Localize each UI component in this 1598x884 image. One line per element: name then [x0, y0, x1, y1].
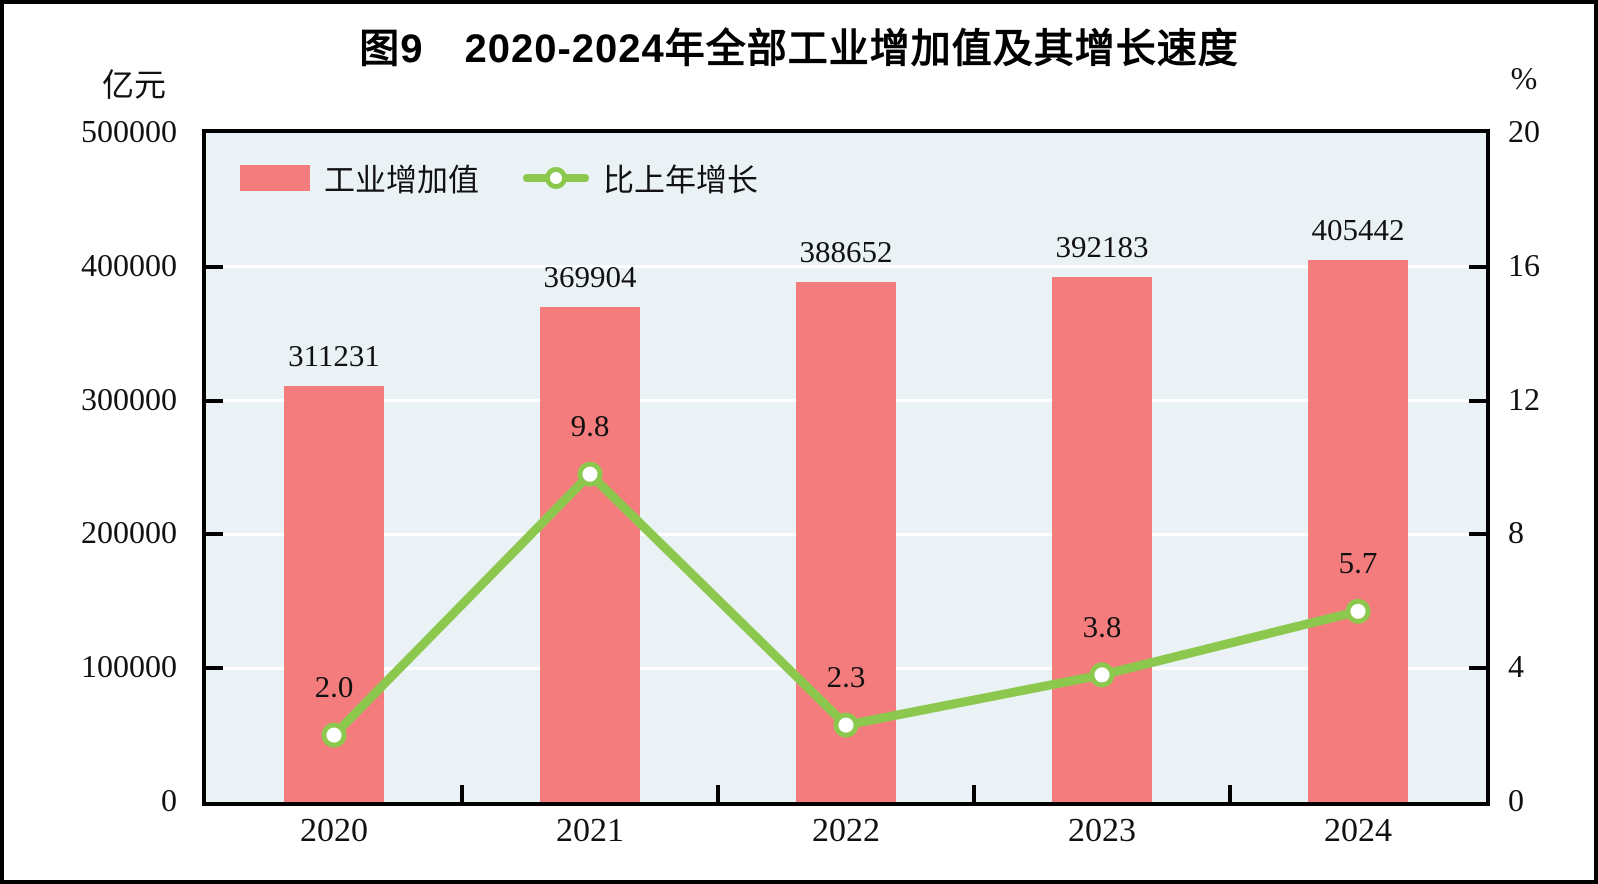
right-axis-unit-label: % — [1510, 60, 1538, 96]
line-value-label: 9.8 — [570, 408, 610, 444]
x-axis-category-label: 2024 — [1324, 812, 1392, 849]
bar-value-label: 369904 — [543, 259, 637, 295]
line-value-label: 5.7 — [1338, 545, 1378, 581]
line-value-label: 2.0 — [314, 669, 354, 705]
line-marker-2021 — [577, 461, 603, 487]
left-axis-tick-label: 400000 — [81, 246, 177, 283]
right-axis-tick-label: 12 — [1508, 380, 1540, 417]
x-axis-category-label: 2020 — [300, 812, 368, 849]
x-axis-tick — [716, 785, 720, 802]
chart-title: 图9 2020-2024年全部工业增加值及其增长速度 — [359, 27, 1239, 71]
right-axis-tick-label: 20 — [1508, 113, 1540, 149]
bar-value-label: 405442 — [1311, 211, 1405, 247]
line-marker-2024 — [1345, 598, 1371, 624]
line-marker-2023 — [1089, 662, 1115, 688]
legend-line-label: 比上年增长 — [603, 163, 758, 198]
line-marker-2020 — [321, 722, 347, 748]
legend-bar-swatch — [240, 164, 310, 191]
left-axis-tick-label: 500000 — [81, 113, 177, 149]
left-axis-tick-label: 200000 — [81, 514, 177, 551]
legend-line-marker — [523, 166, 589, 189]
right-axis-tick-label: 16 — [1508, 246, 1540, 283]
bar-value-label: 388652 — [799, 233, 893, 269]
left-axis-tick-label: 100000 — [81, 648, 177, 685]
left-axis-tick — [206, 264, 223, 269]
left-axis-unit-label: 亿元 — [101, 67, 166, 103]
left-axis-tick-label: 300000 — [81, 380, 177, 417]
plot-area: 工业增加值 比上年增长 311231 369904 388652 392183 4054… — [202, 129, 1490, 806]
right-axis-tick — [1469, 398, 1486, 403]
legend: 工业增加值 比上年增长 — [240, 155, 758, 200]
growth-line — [329, 469, 1363, 740]
line-value-label: 2.3 — [826, 659, 866, 695]
bar-2024 — [1308, 259, 1408, 802]
left-axis-tick-label: 0 — [161, 782, 177, 818]
x-axis-tick — [1228, 785, 1232, 802]
legend-bar-label: 工业增加值 — [324, 163, 479, 198]
right-axis-tick — [1469, 666, 1486, 671]
right-axis-tick-label: 0 — [1508, 782, 1524, 818]
x-axis-category-label: 2023 — [1068, 812, 1136, 849]
right-axis-tick — [1469, 532, 1486, 537]
bar-value-label: 392183 — [1055, 229, 1149, 265]
bar-value-label: 311231 — [288, 337, 380, 373]
bar-2023 — [1052, 277, 1152, 802]
bar-2021 — [540, 307, 640, 802]
right-axis-tick — [1469, 264, 1486, 269]
legend-line-dot-icon — [545, 166, 567, 189]
left-axis-tick — [206, 666, 223, 671]
left-axis-tick — [206, 398, 223, 403]
left-axis-tick — [206, 532, 223, 537]
line-value-label: 3.8 — [1082, 608, 1122, 644]
growth-line-series — [321, 461, 1371, 748]
x-axis-category-label: 2021 — [556, 812, 624, 849]
right-axis-tick-label: 8 — [1508, 514, 1524, 551]
right-axis-tick-label: 4 — [1508, 648, 1524, 685]
x-axis-tick — [972, 785, 976, 802]
x-axis-tick — [460, 785, 464, 802]
gridline — [206, 265, 1486, 269]
line-marker-2022 — [833, 712, 859, 738]
x-axis-category-label: 2022 — [812, 812, 880, 849]
